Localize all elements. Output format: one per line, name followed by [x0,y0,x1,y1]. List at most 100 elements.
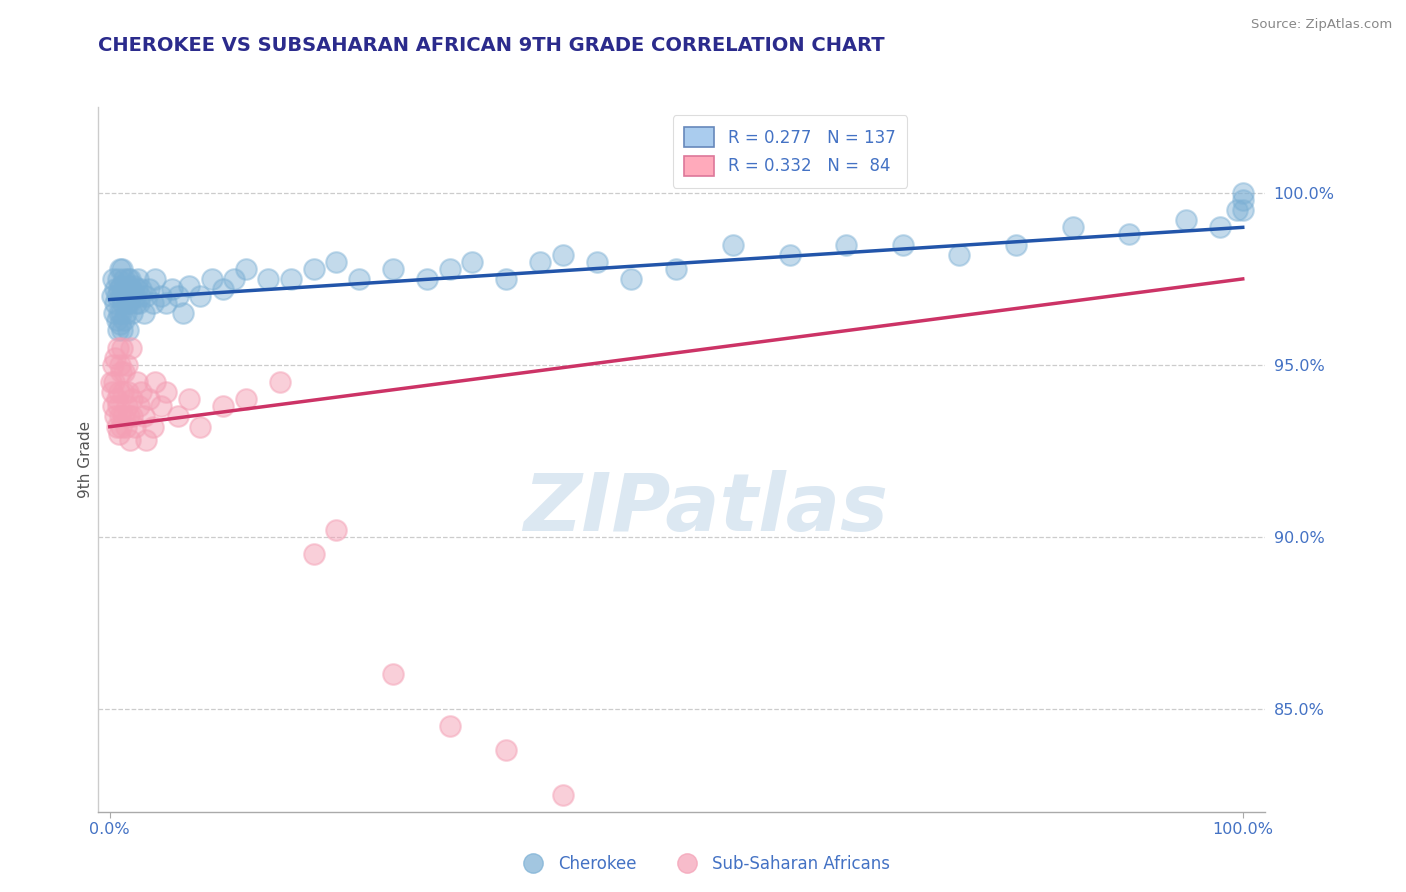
Point [325,254,347,268]
Point [115,358,138,372]
Point [121,289,143,303]
Point [101,289,124,303]
Point [125,296,148,310]
Point [120,341,142,355]
Point [224,272,246,286]
Point [104,282,127,296]
Point [835,237,858,252]
Point [120,289,142,303]
Point [115,399,138,413]
Point [721,237,744,252]
Point [104,409,127,424]
Point [114,419,136,434]
Point [461,254,484,268]
Text: ZIPatlas: ZIPatlas [523,470,887,548]
Point [112,409,135,424]
Point [112,296,135,310]
Point [112,385,135,400]
Point [132,306,155,320]
Point [177,278,200,293]
Point [257,272,280,286]
Point [110,278,132,293]
Point [551,788,574,802]
Point [177,392,200,407]
Point [132,409,155,424]
Point [235,392,257,407]
Text: CHEROKEE VS SUBSAHARAN AFRICAN 9TH GRADE CORRELATION CHART: CHEROKEE VS SUBSAHARAN AFRICAN 9TH GRADE… [98,36,884,54]
Point [131,282,153,296]
Point [138,392,160,407]
Point [269,375,291,389]
Point [347,272,370,286]
Point [439,719,461,733]
Point [121,392,143,407]
Legend: R = 0.277   N = 137, R = 0.332   N =  84: R = 0.277 N = 137, R = 0.332 N = 84 [672,115,907,187]
Point [1005,237,1028,252]
Point [105,419,128,434]
Point [143,272,166,286]
Point [302,261,325,276]
Point [107,399,129,413]
Point [495,272,517,286]
Y-axis label: 9th Grade: 9th Grade [77,421,93,498]
Point [190,289,212,303]
Point [212,282,235,296]
Point [105,289,128,303]
Point [101,385,124,400]
Point [110,365,132,379]
Point [108,261,131,276]
Point [125,375,148,389]
Point [124,419,146,434]
Point [135,434,157,448]
Point [111,341,134,355]
Point [135,289,157,303]
Point [114,313,136,327]
Point [201,272,224,286]
Point [235,261,257,276]
Point [142,296,165,310]
Point [129,289,152,303]
Point [120,272,142,286]
Point [143,375,166,389]
Point [1232,203,1254,218]
Point [125,282,148,296]
Point [138,282,160,296]
Point [110,306,132,320]
Point [117,385,139,400]
Point [118,409,141,424]
Point [108,358,131,372]
Point [108,385,131,400]
Point [280,272,302,286]
Point [103,375,125,389]
Point [105,313,128,327]
Point [114,365,136,379]
Point [122,278,145,293]
Point [114,289,136,303]
Point [128,399,150,413]
Point [382,261,405,276]
Point [124,289,146,303]
Point [107,272,129,286]
Point [121,409,143,424]
Point [108,409,131,424]
Point [1175,213,1198,227]
Point [114,306,136,320]
Point [495,743,517,757]
Point [110,289,132,303]
Point [100,375,122,389]
Point [114,272,136,286]
Text: Source: ZipAtlas.com: Source: ZipAtlas.com [1251,18,1392,31]
Point [120,282,142,296]
Point [108,306,131,320]
Point [891,237,914,252]
Point [131,385,153,400]
Point [620,272,643,286]
Point [155,296,177,310]
Point [665,261,688,276]
Point [104,296,127,310]
Point [439,261,461,276]
Point [111,323,134,337]
Point [1232,193,1254,207]
Point [325,523,347,537]
Point [1232,186,1254,200]
